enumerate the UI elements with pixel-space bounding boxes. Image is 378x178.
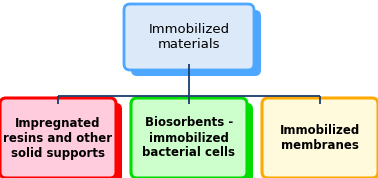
FancyBboxPatch shape — [6, 103, 122, 178]
FancyBboxPatch shape — [0, 98, 116, 178]
FancyBboxPatch shape — [268, 103, 378, 178]
Text: Biosorbents -
immobilized
bacterial cells: Biosorbents - immobilized bacterial cell… — [143, 116, 235, 159]
FancyBboxPatch shape — [124, 4, 254, 70]
Text: Immobilized
materials: Immobilized materials — [149, 23, 229, 51]
Text: Immobilized
membranes: Immobilized membranes — [280, 124, 360, 152]
FancyBboxPatch shape — [137, 103, 253, 178]
Text: Impregnated
resins and other
solid supports: Impregnated resins and other solid suppo… — [3, 116, 113, 159]
FancyBboxPatch shape — [262, 98, 378, 178]
FancyBboxPatch shape — [131, 98, 247, 178]
FancyBboxPatch shape — [131, 10, 261, 76]
